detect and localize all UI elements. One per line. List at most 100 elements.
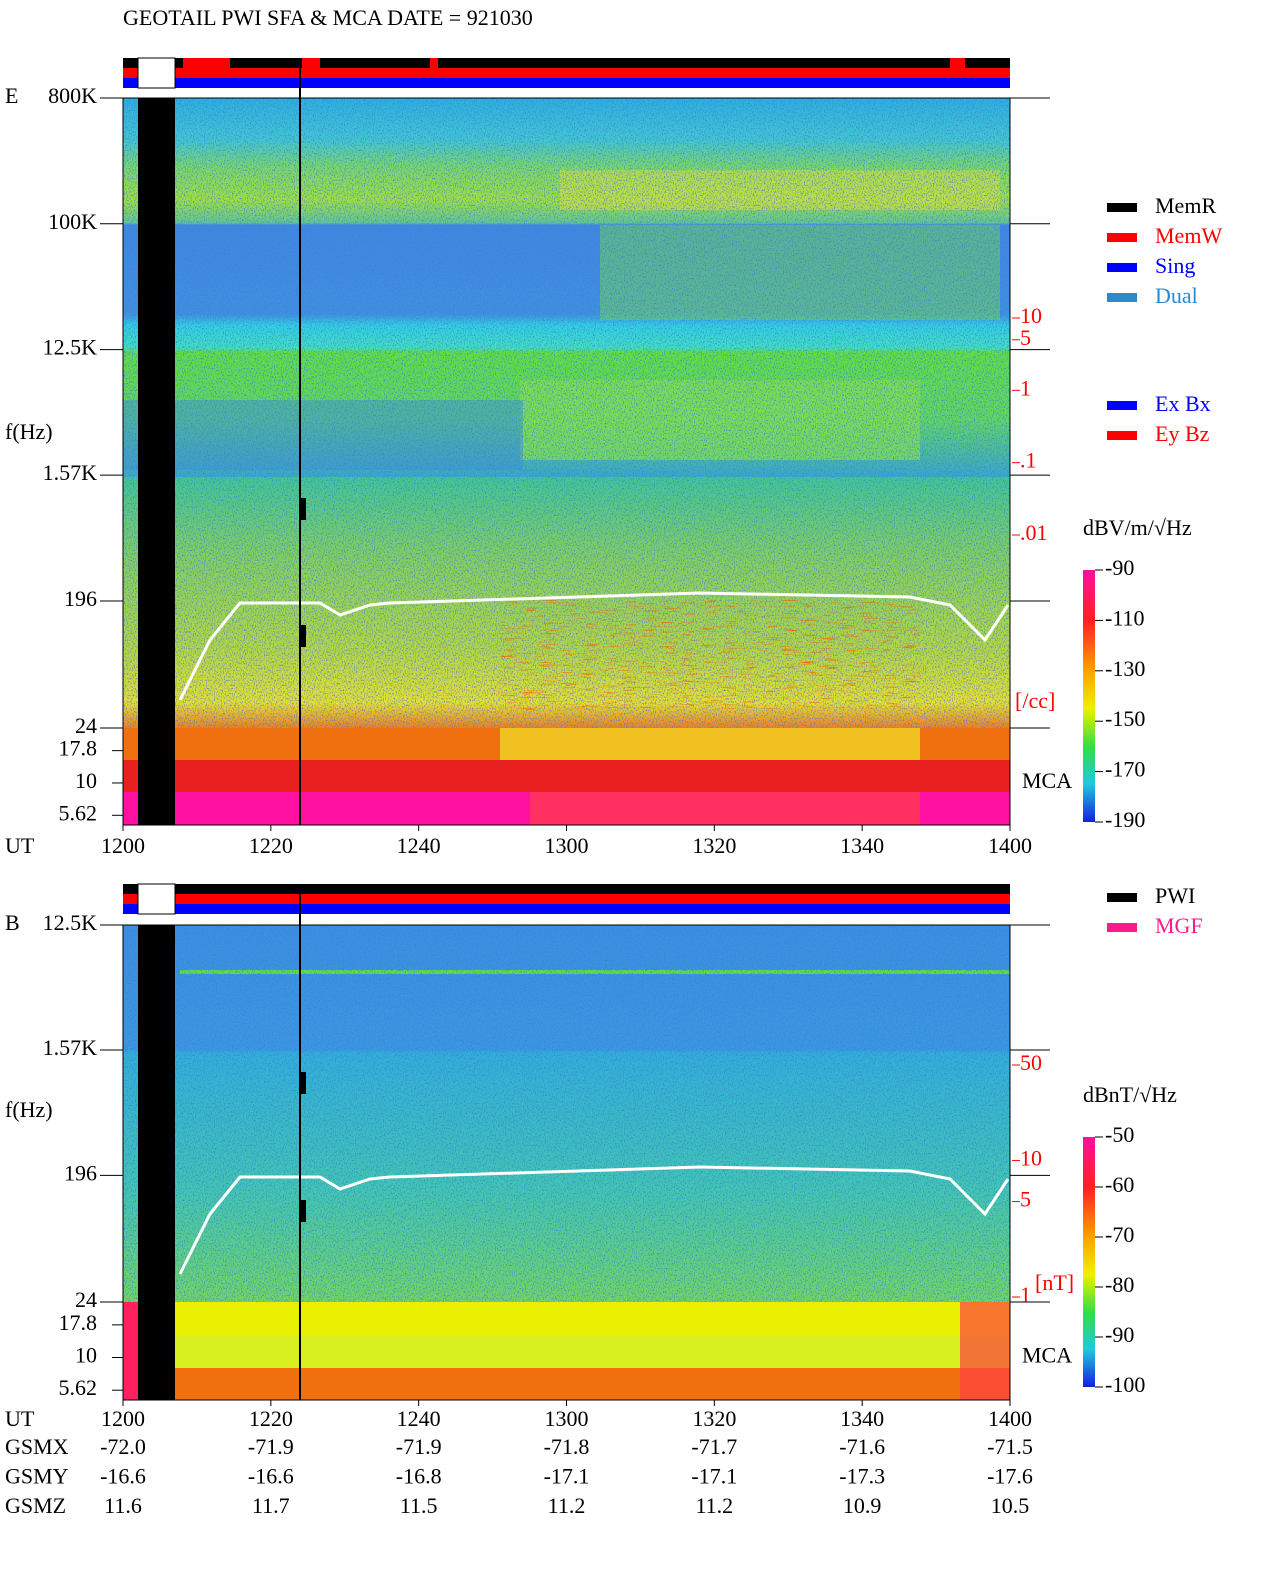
legend-label: Sing [1155,253,1195,278]
legend-swatch [1107,263,1137,272]
legend-swatch [1107,893,1137,902]
x-tick-label: 1340 [840,1406,884,1431]
orbit-value: -71.8 [544,1434,590,1459]
legend-label: PWI [1155,883,1195,908]
side-scale-unit: [/cc] [1015,688,1055,713]
colorbar-tick-label: -80 [1105,1272,1134,1297]
y-tick-label: 196 [64,586,97,611]
spectrogram-e [123,98,1010,825]
orbit-value: -16.6 [100,1464,146,1489]
x-tick-label: 1300 [545,1406,589,1431]
orbit-row-name: GSMX [5,1434,69,1459]
side-scale-label: 1 [1020,375,1031,400]
legend-label: Dual [1155,283,1198,308]
panel-label: E [5,83,18,108]
x-tick-label: 1320 [692,833,736,858]
legend-swatch [1107,233,1137,242]
legend-label: MemW [1155,223,1222,248]
orbit-value: -71.5 [987,1434,1033,1459]
orbit-row-name: GSMY [5,1464,69,1489]
colorbar-label: dBnT/√Hz [1083,1082,1177,1107]
orbit-value: -16.6 [248,1464,294,1489]
orbit-value: 11.2 [548,1493,586,1518]
mca-label: MCA [1022,768,1072,793]
x-tick-label: 1240 [397,833,441,858]
orbit-value: -17.1 [691,1464,737,1489]
orbit-value: -71.7 [691,1434,737,1459]
y-axis-label: f(Hz) [5,1097,53,1122]
x-axis-label: UT [5,1406,35,1431]
mca-tick-label: 17.8 [59,736,98,761]
x-tick-label: 1200 [101,833,145,858]
colorbar [1083,570,1095,822]
y-tick-label: 100K [48,209,97,234]
orbit-value: -16.8 [396,1464,442,1489]
legend-swatch [1107,401,1137,410]
x-tick-label: 1400 [988,1406,1032,1431]
orbit-value: -17.6 [987,1464,1033,1489]
mca-tick-label: 17.8 [59,1310,98,1335]
colorbar-tick-label: -100 [1105,1372,1145,1397]
x-tick-label: 1400 [988,833,1032,858]
x-tick-label: 1200 [101,1406,145,1431]
mca-tick-label: 10 [75,1343,97,1368]
side-scale-label: .01 [1020,520,1048,545]
orbit-value: 11.6 [104,1493,142,1518]
x-tick-label: 1220 [249,1406,293,1431]
orbit-value: -71.6 [839,1434,885,1459]
x-tick-label: 1340 [840,833,884,858]
side-scale-unit: [nT] [1035,1270,1074,1295]
legend-swatch [1107,203,1137,212]
colorbar-tick-label: -60 [1105,1172,1134,1197]
mca-tick-label: 5.62 [59,800,98,825]
colorbar [1083,1137,1095,1387]
legend-label: MGF [1155,913,1203,938]
y-tick-label: 800K [48,83,97,108]
mca-tick-label: 5.62 [59,1375,98,1400]
side-scale-label: 10 [1020,303,1042,328]
y-tick-label: 12.5K [43,910,98,935]
side-scale-label: 5 [1020,325,1031,350]
x-axis-label: UT [5,833,35,858]
y-tick-label: 24 [75,1287,97,1312]
colorbar-tick-label: -110 [1105,605,1145,630]
status-bars [123,57,1010,1400]
side-scale-label: 5 [1020,1187,1031,1212]
y-tick-label: 1.57K [43,1035,98,1060]
orbit-row-name: GSMZ [5,1493,66,1518]
mca-tick-label: 10 [75,768,97,793]
side-scale-label: 1 [1020,1282,1031,1307]
legend-label: Ex Bx [1155,391,1211,416]
mca-label: MCA [1022,1343,1072,1368]
orbit-value: 10.5 [991,1493,1030,1518]
colorbar-tick-label: -150 [1105,706,1145,731]
orbit-value: -71.9 [396,1434,442,1459]
x-tick-label: 1240 [397,1406,441,1431]
orbit-value: 10.9 [843,1493,882,1518]
y-axis-label: f(Hz) [5,419,53,444]
title: GEOTAIL PWI SFA & MCA DATE = 921030 [123,5,533,30]
legend-swatch [1107,431,1137,440]
legend-swatch [1107,293,1137,302]
colorbar-tick-label: -90 [1105,1322,1134,1347]
colorbar-tick-label: -170 [1105,757,1145,782]
orbit-value: -17.3 [839,1464,885,1489]
side-scale-label: 50 [1020,1050,1042,1075]
orbit-value: 11.2 [695,1493,733,1518]
y-tick-label: 12.5K [43,335,98,360]
orbit-value: -17.1 [544,1464,590,1489]
orbit-value: 11.7 [252,1493,290,1518]
y-tick-label: 196 [64,1160,97,1185]
y-tick-label: 24 [75,713,97,738]
colorbar-tick-label: -50 [1105,1122,1134,1147]
colorbar-tick-label: -130 [1105,656,1145,681]
legend-label: MemR [1155,193,1216,218]
colorbar-tick-label: -70 [1105,1222,1134,1247]
legend-swatch [1107,923,1137,932]
panel-label: B [5,910,20,935]
colorbar-label: dBV/m/√Hz [1083,515,1192,540]
colorbar-tick-label: -90 [1105,555,1134,580]
x-tick-label: 1300 [545,833,589,858]
side-scale-label: .1 [1020,448,1037,473]
